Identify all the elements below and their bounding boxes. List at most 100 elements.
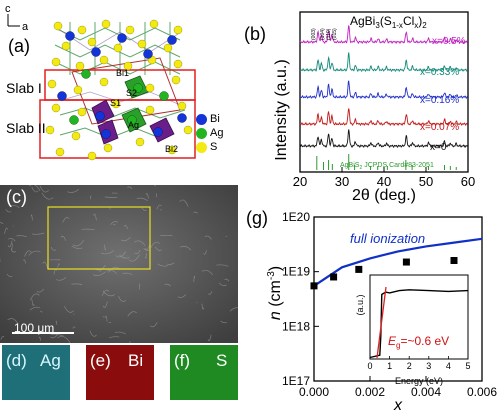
bi-atom xyxy=(117,33,127,43)
measured-point xyxy=(330,273,338,281)
ag-atoms xyxy=(69,69,169,125)
sem-fiber xyxy=(50,334,58,339)
inset-axes: 0 1 2 3 4 5 xyxy=(367,356,471,371)
inset-ylabel: (a.u.) xyxy=(355,294,365,315)
bi-atom xyxy=(101,129,111,139)
sem-fiber xyxy=(224,278,230,282)
sem-fiber xyxy=(36,288,45,293)
carrier-chart: n (cm-3) 1E17 1E18 1E19 1E20 0.000 0.002 0.004… xyxy=(266,210,497,414)
sem-fiber xyxy=(136,197,148,201)
s-atom xyxy=(125,25,135,35)
sem-fiber xyxy=(145,193,149,199)
xrd-xlabel: 2θ (deg.) xyxy=(352,187,416,204)
sem-scale-label: 100 μm xyxy=(14,321,55,335)
panel-b-letter: (b) xyxy=(244,24,266,44)
peak-label-104: (104) xyxy=(320,28,326,40)
sem-fiber xyxy=(179,199,189,207)
sem-fiber xyxy=(63,305,74,313)
site-label-bi1: Bi1 xyxy=(116,68,129,78)
carrier-axes: 1E17 1E18 1E19 1E20 0.000 0.002 0.004 0.006 xyxy=(282,210,497,399)
unit-cell-outline xyxy=(71,57,181,125)
sem-fiber xyxy=(129,341,131,343)
sem-fiber xyxy=(50,247,57,251)
sem-fiber xyxy=(67,189,79,193)
bi-atom xyxy=(177,113,187,123)
s-atom xyxy=(51,57,61,67)
sem-fiber xyxy=(123,225,129,230)
s-atom xyxy=(113,43,123,53)
s-atom xyxy=(87,37,97,47)
sem-background xyxy=(0,185,238,343)
crystal-structure-figure: Bi1 S2 S1 Ag Bi2 c a xyxy=(5,3,196,161)
site-label-bi2: Bi2 xyxy=(165,144,178,154)
sem-fiber xyxy=(208,291,213,295)
s-atom xyxy=(73,85,83,95)
sem-selection-box xyxy=(47,206,151,270)
sem-fiber xyxy=(104,196,118,198)
sem-fiber xyxy=(28,250,41,256)
s-atom xyxy=(71,131,81,141)
sem-fiber xyxy=(207,334,212,342)
xrd-xtick-label: 20 xyxy=(293,174,307,189)
sem-fiber xyxy=(81,228,95,231)
sem-fiber xyxy=(71,283,83,285)
legend-label-s: S xyxy=(210,141,218,153)
measured-points xyxy=(310,257,458,290)
xrd-ylabel: Intensity (a.u.) xyxy=(273,59,290,160)
s-atom xyxy=(87,151,97,161)
sem-fiber xyxy=(72,240,84,247)
inset-xtick-label: 4 xyxy=(446,361,451,371)
sem-fiber xyxy=(201,303,205,310)
inset-xtick-label: 2 xyxy=(407,361,412,371)
sem-fiber xyxy=(134,249,141,254)
sem-fiber xyxy=(53,269,58,275)
ag-atom xyxy=(159,91,169,101)
sem-fiber xyxy=(118,295,127,302)
measured-point xyxy=(450,257,458,265)
sem-fiber xyxy=(41,192,54,200)
s-atom xyxy=(77,25,87,35)
measured-point xyxy=(402,258,410,266)
panel-g-letter: (g) xyxy=(246,208,268,228)
carrier-xtick-label: 0.002 xyxy=(355,385,385,399)
sem-fiber xyxy=(154,246,163,251)
bi-atoms xyxy=(57,31,187,139)
full-ionization-curve xyxy=(313,237,483,287)
sem-fiber xyxy=(57,336,71,343)
xrd-series-0 xyxy=(299,25,468,45)
s-atom xyxy=(53,21,63,31)
carrier-frame xyxy=(313,216,483,382)
sem-fiber xyxy=(31,186,39,193)
sem-fiber xyxy=(145,253,147,259)
sem-fiber xyxy=(229,307,238,312)
carrier-ytick-label: 1E18 xyxy=(282,319,310,333)
carrier-ytick-label: 1E19 xyxy=(282,265,310,279)
bi-atom xyxy=(143,49,153,59)
xrd-xtick-label: 30 xyxy=(335,174,349,189)
s-atom xyxy=(47,79,57,89)
sem-fiber xyxy=(92,271,106,276)
sem-fiber xyxy=(127,186,133,190)
s-swatch-icon xyxy=(196,141,207,153)
sem-image xyxy=(0,185,238,343)
sem-fiber xyxy=(122,272,133,275)
sem-panel: 100 μm (c) xyxy=(0,185,238,343)
panel-a-letter: (a) xyxy=(8,36,30,56)
sem-fiber xyxy=(10,205,20,208)
sem-fiber xyxy=(164,283,171,287)
measured-point xyxy=(310,282,318,290)
ag-atom xyxy=(133,83,143,93)
sem-fiber xyxy=(156,204,162,210)
inset-absorption-curve xyxy=(369,289,469,359)
sem-fiber xyxy=(30,214,33,221)
s-atom xyxy=(75,61,85,71)
sem-fiber xyxy=(89,330,97,337)
s-atom xyxy=(103,143,113,153)
series-label-2: x=0.16% xyxy=(420,95,459,106)
xrd-xtick-label: 60 xyxy=(461,174,475,189)
sem-fiber xyxy=(114,331,126,335)
sem-fiber xyxy=(38,336,41,341)
sem-fiber xyxy=(6,273,13,278)
s-atom xyxy=(111,99,121,109)
sem-fiber xyxy=(157,263,169,267)
